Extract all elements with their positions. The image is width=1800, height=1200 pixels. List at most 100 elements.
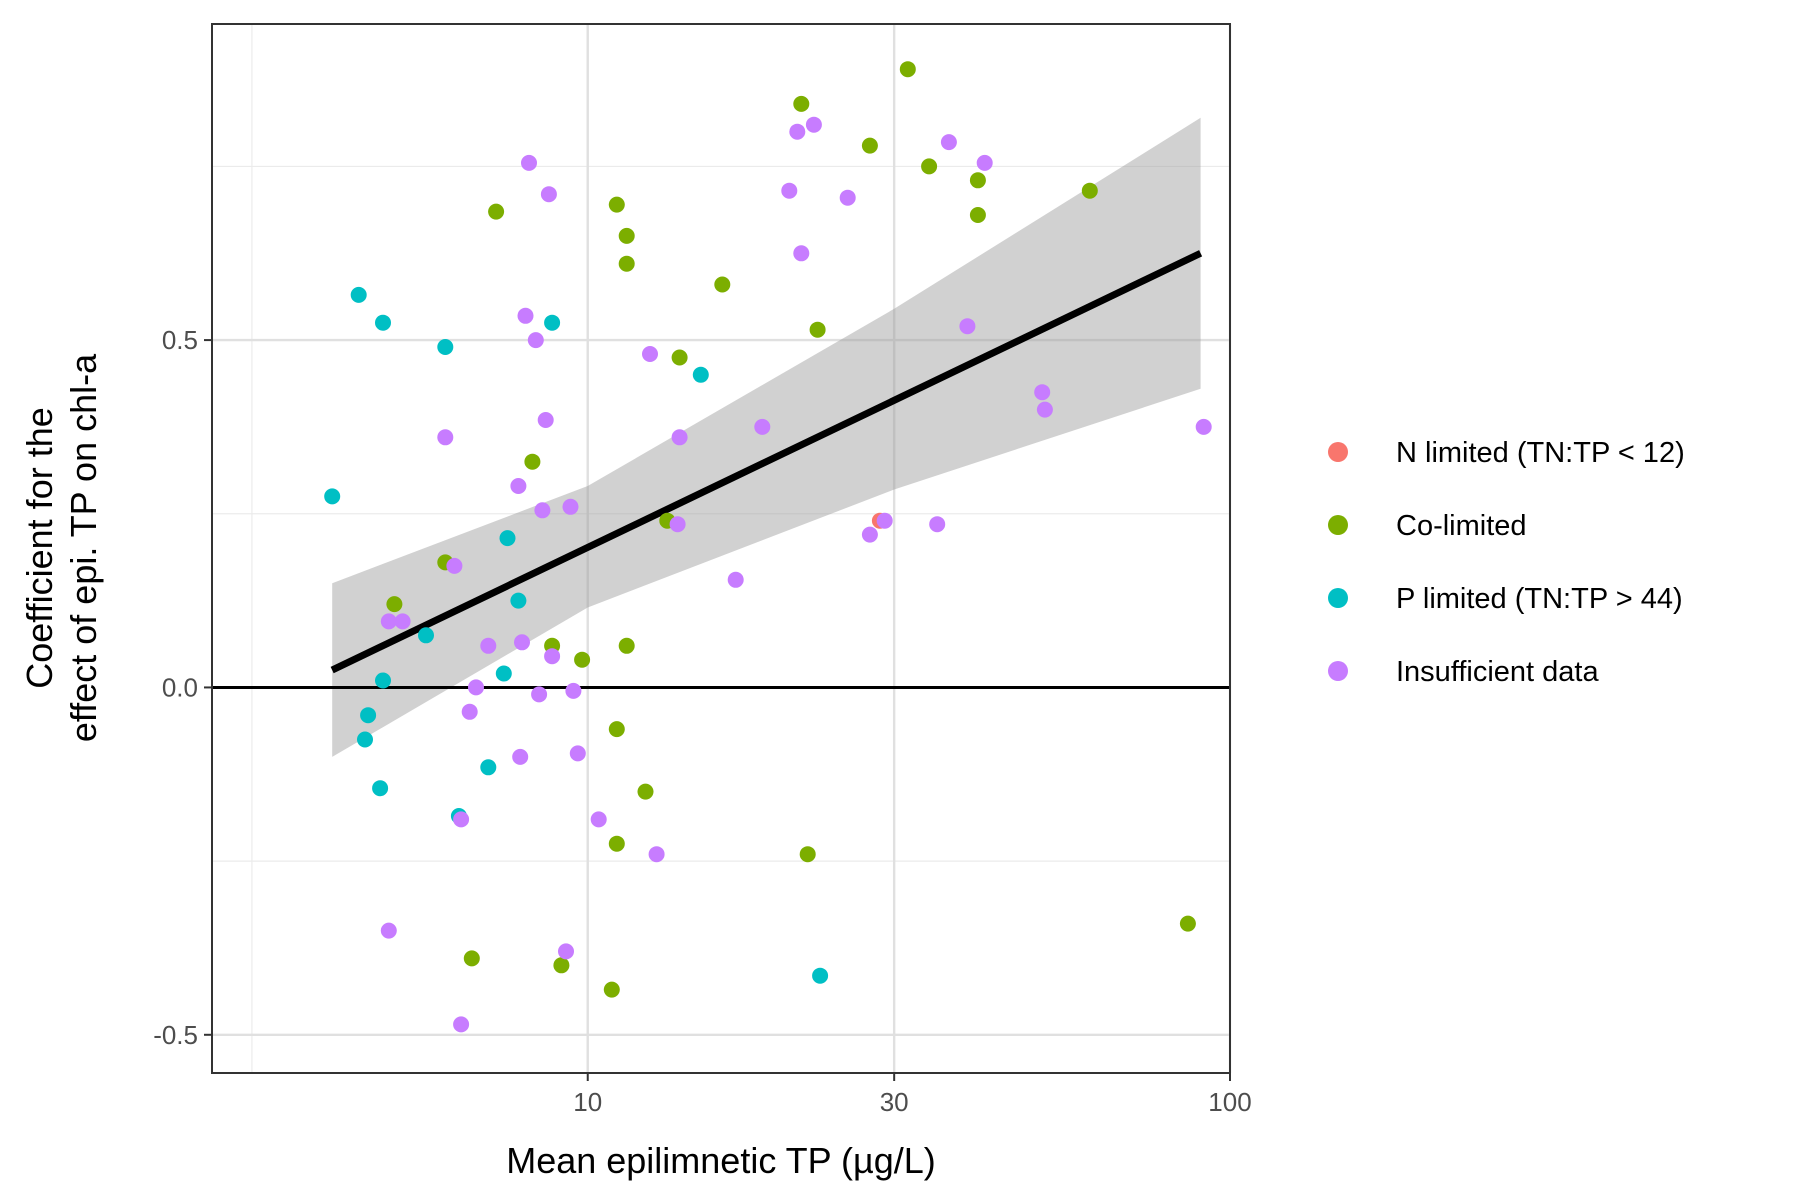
data-point: [544, 314, 561, 331]
data-point: [380, 922, 397, 939]
data-point: [1081, 182, 1098, 199]
data-point: [453, 1016, 470, 1033]
data-point: [969, 172, 986, 189]
data-point: [418, 627, 434, 644]
data-point: [562, 498, 579, 515]
data-point: [517, 307, 534, 324]
data-point: [969, 207, 986, 223]
data-point: [324, 488, 341, 505]
data-point: [876, 512, 893, 529]
data-point: [637, 783, 654, 800]
data-point: [569, 745, 586, 762]
data-point: [524, 453, 541, 470]
data-point: [531, 686, 548, 703]
data-points: [324, 61, 1212, 1033]
legend-key: [1328, 661, 1348, 681]
data-point: [861, 526, 878, 543]
data-point: [537, 412, 554, 428]
data-point: [608, 835, 625, 852]
data-point: [514, 634, 530, 651]
data-point: [574, 651, 591, 668]
data-point: [789, 123, 806, 140]
y-axis-title: Coefficient for the effect of epi. TP on…: [19, 353, 104, 742]
data-point: [437, 429, 454, 446]
panel-background: [212, 24, 1230, 1073]
data-point: [437, 339, 454, 355]
data-point: [590, 811, 607, 828]
data-point: [394, 613, 411, 630]
y-axis-title-line-2: effect of epi. TP on chl-a: [63, 353, 104, 742]
data-point: [480, 759, 497, 776]
data-point: [499, 530, 516, 547]
y-tick-label: 0.5: [162, 325, 198, 355]
data-point: [468, 679, 484, 696]
data-point: [1195, 418, 1212, 435]
data-point: [642, 346, 658, 362]
data-point: [453, 811, 470, 828]
data-point: [839, 189, 856, 206]
data-point: [781, 182, 798, 199]
data-point: [380, 613, 397, 630]
data-point: [553, 957, 570, 974]
fit-line-layer: [330, 250, 1203, 674]
data-point: [799, 846, 816, 863]
data-point: [959, 318, 976, 335]
legend: N limited (TN:TP < 12) Co-limited P limite…: [1328, 437, 1685, 688]
data-point: [1034, 384, 1051, 401]
data-point: [618, 227, 635, 244]
legend-item: Co-limited: [1328, 510, 1527, 542]
data-point: [714, 276, 731, 293]
data-point: [793, 95, 810, 112]
data-point: [495, 665, 512, 682]
data-point: [360, 707, 377, 724]
data-point: [527, 332, 544, 349]
data-point: [544, 648, 561, 665]
data-point: [510, 478, 527, 494]
legend-label: N limited (TN:TP < 12): [1396, 437, 1685, 469]
data-point: [608, 196, 625, 213]
legend-key: [1328, 588, 1348, 608]
panel-border: [211, 23, 1231, 1074]
data-point: [669, 516, 686, 533]
y-tick-label: -0.5: [153, 1020, 198, 1050]
data-point: [940, 134, 957, 151]
legend-key: [1328, 442, 1348, 462]
legend-item: N limited (TN:TP < 12): [1328, 437, 1685, 469]
data-point: [805, 116, 822, 133]
data-point: [618, 255, 635, 272]
data-point: [461, 703, 478, 720]
data-point: [540, 186, 557, 203]
data-point: [618, 637, 635, 654]
data-point: [463, 950, 480, 967]
data-point: [671, 429, 688, 446]
data-point: [565, 682, 582, 699]
data-point: [1179, 915, 1196, 932]
x-tick-label: 30: [880, 1087, 909, 1117]
data-point: [1036, 401, 1053, 418]
data-point: [375, 672, 391, 689]
data-point: [793, 245, 810, 262]
data-point: [754, 418, 771, 435]
data-point: [350, 286, 367, 303]
data-point: [534, 502, 551, 519]
data-point: [608, 721, 625, 738]
data-point: [510, 592, 527, 609]
x-tick-label: 100: [1208, 1087, 1251, 1117]
data-point: [512, 748, 529, 765]
legend-label: Co-limited: [1396, 510, 1527, 542]
data-point: [812, 967, 829, 984]
data-point: [692, 366, 709, 383]
axis-ticks: 10 30 100 -0.5 0.0 0.5: [153, 325, 1252, 1117]
data-point: [727, 571, 744, 588]
data-point: [809, 321, 826, 338]
legend-key: [1328, 515, 1348, 535]
data-point: [488, 203, 505, 220]
confidence-band-layer: [332, 117, 1201, 757]
x-tick-label: 10: [573, 1087, 602, 1117]
data-point: [480, 637, 497, 654]
x-axis-title: Mean epilimnetic TP (µg/L): [506, 1140, 936, 1181]
confidence-band: [332, 117, 1201, 757]
data-point: [558, 943, 574, 960]
data-point: [861, 137, 878, 154]
data-point: [521, 154, 537, 171]
